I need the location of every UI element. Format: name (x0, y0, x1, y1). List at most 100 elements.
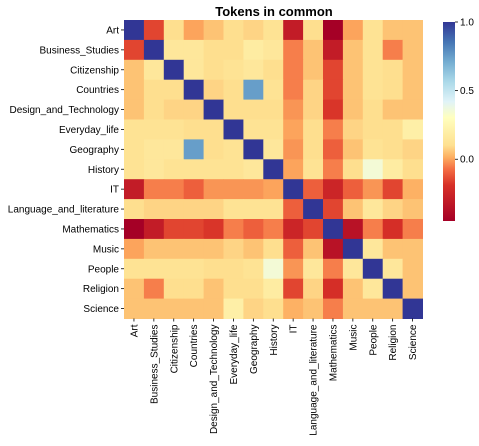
heatmap-cell (303, 20, 324, 41)
heatmap-cell (163, 298, 185, 319)
heatmap-cell (183, 238, 205, 260)
heatmap-cell (124, 219, 145, 240)
y-tick-label: Everyday_life (59, 125, 119, 136)
heatmap-cell (203, 179, 224, 200)
y-tick-label: Countries (76, 85, 119, 96)
heatmap-cell (143, 258, 165, 280)
heatmap-cell (263, 119, 284, 140)
x-tick-label: Countries (189, 325, 200, 368)
heatmap-cell (163, 179, 185, 200)
heatmap-cell (382, 39, 404, 61)
heatmap-cell (362, 59, 384, 81)
heatmap-cell (223, 159, 244, 180)
heatmap-cell (303, 258, 324, 280)
heatmap-cell (362, 258, 384, 280)
heatmap-cell (143, 59, 165, 81)
heatmap-cell (243, 159, 264, 180)
heatmap-cell (203, 298, 224, 319)
heatmap-cell (382, 20, 404, 41)
heatmap-cell (342, 278, 364, 300)
heatmap-cell (402, 119, 423, 140)
heatmap-cell (143, 298, 165, 319)
heatmap-cell (243, 179, 264, 200)
heatmap-cell (124, 159, 145, 180)
heatmap-cell (163, 278, 185, 300)
heatmap-cell (203, 139, 224, 160)
heatmap-cell (303, 298, 324, 319)
heatmap-cell (303, 159, 324, 180)
heatmap-cell (163, 99, 185, 120)
colorbar-tick-label: 0.5 (460, 86, 474, 97)
y-tick-label: IT (110, 185, 119, 196)
heatmap-cell (223, 59, 244, 81)
heatmap-cell (124, 20, 145, 41)
heatmap-cell (342, 20, 364, 41)
heatmap-cell (402, 139, 423, 160)
heatmap-cell (143, 39, 165, 61)
colorbar: 1.0 0.5 0.0 (443, 18, 474, 221)
heatmap-cell (203, 59, 224, 81)
heatmap-cell (283, 219, 304, 240)
heatmap-cell (362, 179, 384, 200)
heatmap-cell (203, 278, 224, 300)
heatmap-cell (342, 119, 364, 140)
y-tick-label: Geography (70, 145, 119, 156)
heatmap-cell (382, 278, 404, 300)
heatmap-cell (402, 199, 423, 220)
heatmap-cell (382, 238, 404, 260)
heatmap-cell (124, 99, 145, 120)
heatmap-cell (223, 20, 244, 41)
heatmap-cell (263, 199, 284, 220)
heatmap-cell (243, 99, 264, 120)
heatmap-cell (124, 59, 145, 81)
heatmap-cell (223, 278, 244, 300)
heatmap-cell (143, 219, 165, 240)
heatmap-cell (183, 39, 205, 61)
x-tick-label: Art (129, 324, 140, 337)
y-tick-label: Science (83, 304, 119, 315)
heatmap-cell (183, 79, 205, 101)
heatmap-cell (382, 179, 404, 200)
heatmap-cell (183, 278, 205, 300)
heatmap-cell (283, 20, 304, 41)
heatmap-cell (143, 20, 165, 41)
heatmap-cell (163, 238, 185, 260)
y-tick-label: Religion (83, 284, 119, 295)
heatmap-cell (303, 39, 324, 61)
heatmap-cell (402, 238, 423, 260)
heatmap-cell (124, 199, 145, 220)
heatmap-cell (263, 179, 284, 200)
heatmap-cell (163, 20, 185, 41)
heatmap-cell (263, 219, 284, 240)
heatmap-cell (362, 39, 384, 61)
y-tick-label: Music (93, 244, 119, 255)
heatmap-cell (342, 39, 364, 61)
heatmap-cell (342, 99, 364, 120)
heatmap-cell (342, 179, 364, 200)
heatmap-cell (402, 298, 423, 319)
heatmap-cell (323, 20, 344, 41)
heatmap-cell (362, 20, 384, 41)
x-tick-label: People (368, 324, 379, 356)
heatmap-cell (283, 99, 304, 120)
heatmap-cell (223, 39, 244, 61)
heatmap-cell (402, 219, 423, 240)
heatmap-cell (263, 59, 284, 81)
y-tick-label: History (88, 165, 119, 176)
heatmap-cell (283, 119, 304, 140)
heatmap-cell (124, 238, 145, 260)
heatmap-cell (342, 199, 364, 220)
heatmap-cell (203, 238, 224, 260)
heatmap-cell (163, 139, 185, 160)
heatmap-cell (223, 298, 244, 319)
heatmap-cell (382, 159, 404, 180)
heatmap-cell (243, 219, 264, 240)
heatmap-cell (402, 179, 423, 200)
heatmap-cell (143, 238, 165, 260)
x-tick-label: Science (408, 324, 419, 360)
heatmap-cell (243, 39, 264, 61)
heatmap-cell (323, 179, 344, 200)
heatmap-cell (203, 99, 224, 120)
colorbar-tick-label: 1.0 (460, 18, 474, 29)
